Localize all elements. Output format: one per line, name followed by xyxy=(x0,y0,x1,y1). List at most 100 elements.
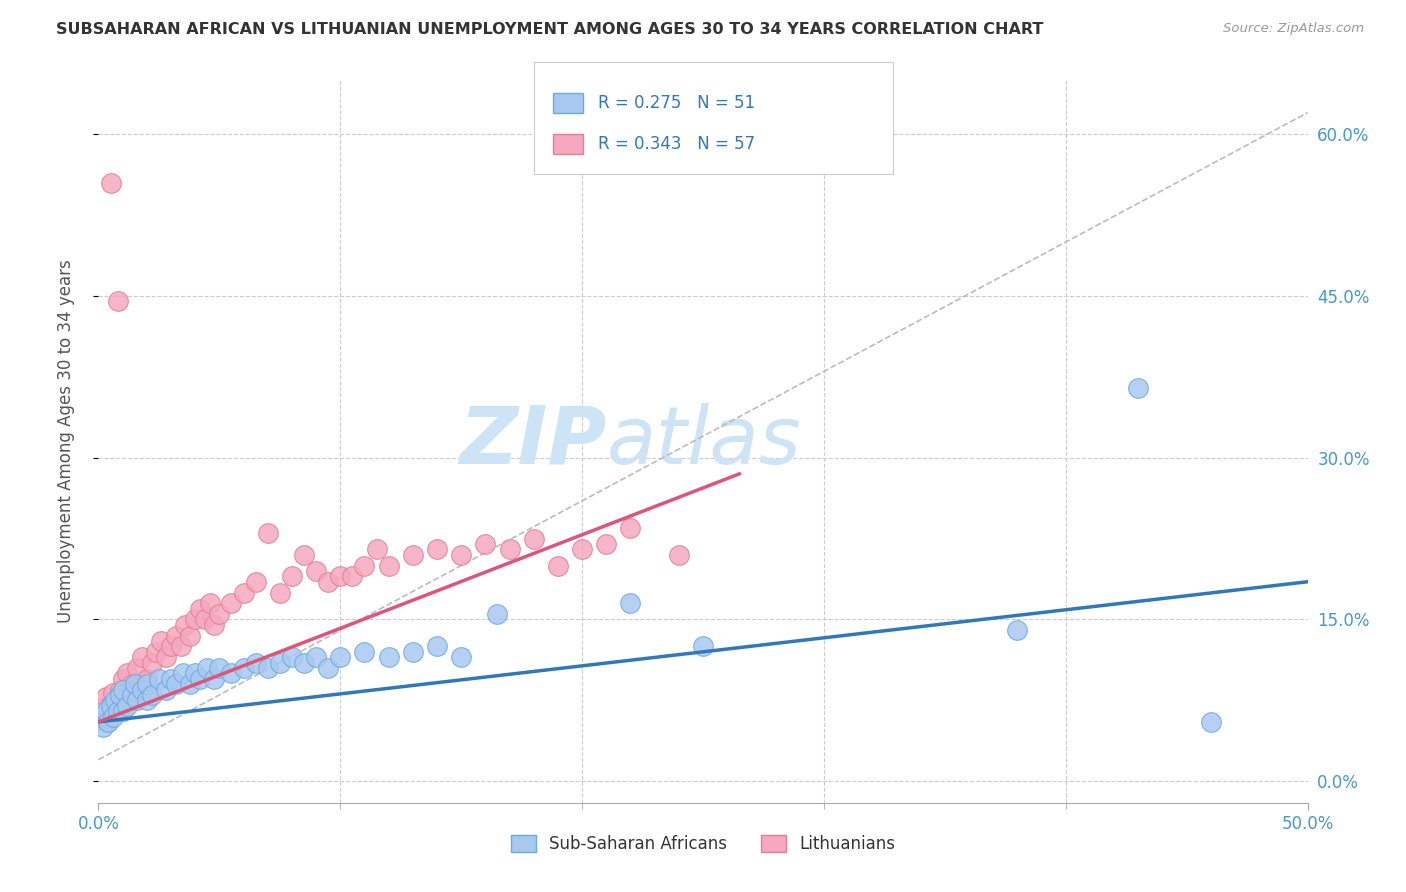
Point xyxy=(256,661,278,675)
Point xyxy=(1199,714,1222,729)
Point xyxy=(155,650,177,665)
Point xyxy=(124,677,146,691)
Point xyxy=(692,640,714,654)
Point xyxy=(329,569,352,583)
Point xyxy=(256,526,278,541)
Point xyxy=(269,585,291,599)
Point xyxy=(571,542,593,557)
Point xyxy=(204,672,226,686)
Point xyxy=(141,656,163,670)
Point xyxy=(117,666,139,681)
Point xyxy=(100,176,122,190)
Point xyxy=(100,698,122,713)
Point xyxy=(1128,381,1150,395)
Point xyxy=(111,672,134,686)
Point xyxy=(281,650,304,665)
Text: atlas: atlas xyxy=(606,402,801,481)
Point xyxy=(150,634,173,648)
Point xyxy=(366,542,388,557)
Point xyxy=(101,686,124,700)
Point xyxy=(165,677,187,691)
Point xyxy=(97,714,120,729)
Point xyxy=(221,666,243,681)
Point xyxy=(221,596,243,610)
Point xyxy=(208,661,231,675)
Point xyxy=(90,709,112,723)
Point xyxy=(353,558,375,573)
Point xyxy=(169,640,191,654)
Point xyxy=(377,650,399,665)
Point xyxy=(174,618,197,632)
Point xyxy=(402,645,425,659)
Point xyxy=(498,542,520,557)
Point xyxy=(523,532,546,546)
Text: R = 0.275   N = 51: R = 0.275 N = 51 xyxy=(598,94,755,112)
Point xyxy=(486,607,509,621)
Text: ZIP: ZIP xyxy=(458,402,606,481)
Point xyxy=(204,618,226,632)
Point xyxy=(184,612,207,626)
Point xyxy=(426,542,449,557)
Point xyxy=(619,596,641,610)
Point xyxy=(121,677,143,691)
Point xyxy=(111,682,134,697)
Point xyxy=(127,693,149,707)
Point xyxy=(232,661,254,675)
Point xyxy=(90,712,112,726)
Point xyxy=(135,672,157,686)
Point xyxy=(245,574,267,589)
Point xyxy=(426,640,449,654)
Point xyxy=(91,701,114,715)
Point xyxy=(104,704,127,718)
Point xyxy=(450,548,472,562)
Point xyxy=(184,666,207,681)
Point xyxy=(107,704,129,718)
Point xyxy=(292,656,315,670)
Point xyxy=(107,693,129,707)
Point xyxy=(198,596,221,610)
Point xyxy=(269,656,291,670)
Point xyxy=(148,672,170,686)
Point xyxy=(194,612,217,626)
Point xyxy=(305,564,328,578)
Point xyxy=(131,682,153,697)
Point xyxy=(155,682,177,697)
Point xyxy=(402,548,425,562)
Point xyxy=(107,294,129,309)
Point xyxy=(160,640,183,654)
Point xyxy=(165,629,187,643)
Point xyxy=(179,629,201,643)
Text: Source: ZipAtlas.com: Source: ZipAtlas.com xyxy=(1223,22,1364,36)
Point xyxy=(141,688,163,702)
Point xyxy=(208,607,231,621)
Point xyxy=(595,537,617,551)
Point xyxy=(179,677,201,691)
Point xyxy=(245,656,267,670)
Point xyxy=(135,693,157,707)
Point xyxy=(232,585,254,599)
Point xyxy=(188,672,211,686)
Point xyxy=(1007,624,1029,638)
Point xyxy=(547,558,569,573)
Point xyxy=(104,693,127,707)
Point xyxy=(91,720,114,734)
Point xyxy=(353,645,375,659)
Point xyxy=(145,645,167,659)
Point xyxy=(292,548,315,562)
Point xyxy=(100,697,122,711)
Point xyxy=(342,569,364,583)
Y-axis label: Unemployment Among Ages 30 to 34 years: Unemployment Among Ages 30 to 34 years xyxy=(56,260,75,624)
Point xyxy=(450,650,472,665)
Point xyxy=(121,688,143,702)
Point xyxy=(172,666,194,681)
Point xyxy=(97,714,120,729)
Point xyxy=(111,704,134,718)
Point xyxy=(305,650,328,665)
Point xyxy=(316,661,339,675)
Legend: Sub-Saharan Africans, Lithuanians: Sub-Saharan Africans, Lithuanians xyxy=(505,828,901,860)
Text: R = 0.343   N = 57: R = 0.343 N = 57 xyxy=(598,135,755,153)
Point xyxy=(195,661,218,675)
Point xyxy=(377,558,399,573)
Point xyxy=(94,690,117,705)
Point xyxy=(668,548,690,562)
